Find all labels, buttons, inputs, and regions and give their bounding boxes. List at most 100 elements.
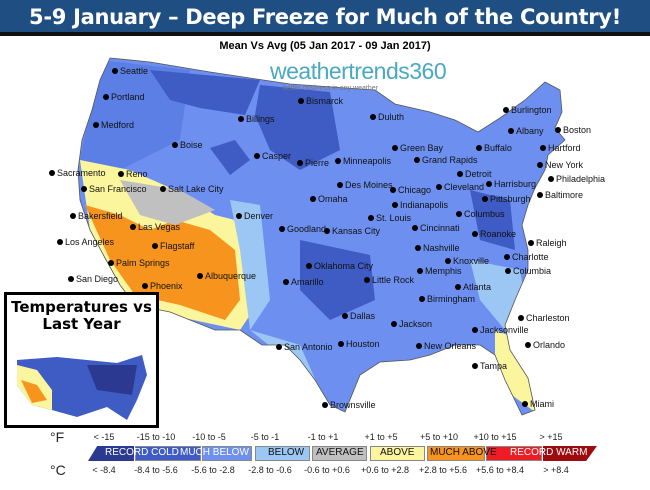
f-range: -5 to -1: [250, 432, 280, 442]
city-label: Detroit: [457, 169, 492, 179]
city-label: San Francisco: [81, 184, 147, 194]
swatch-much-below: [202, 446, 252, 461]
city-label: Jackson: [390, 319, 433, 329]
city-label: Boise: [172, 140, 203, 150]
city-label: Memphis: [417, 266, 462, 276]
city-label: Cleveland: [435, 182, 485, 192]
city-label: Columbia: [504, 266, 552, 276]
c-range: -5.6 to -2.8: [191, 465, 235, 475]
city-label: Phoenix: [142, 281, 183, 291]
city-label: Philadelphia: [547, 174, 606, 184]
city-label: Harrisburg: [485, 179, 537, 189]
city-label: Minneapolis: [334, 156, 392, 166]
label-average: AVERAGE: [316, 447, 364, 458]
city-label: Brownsville: [322, 400, 376, 410]
c-range: +0.6 to +2.8: [360, 465, 410, 475]
f-range: < -15: [93, 432, 115, 442]
fahrenheit-unit: °F: [50, 429, 65, 445]
city-label: Bismarck: [297, 96, 344, 106]
city-label: Des Moines: [337, 180, 393, 190]
city-label: Buffalo: [476, 143, 512, 153]
city-label: Flagstaff: [151, 241, 195, 251]
city-label: Cincinnati: [412, 223, 460, 233]
city-label: Columbus: [456, 209, 505, 219]
swatch-above: [370, 446, 425, 461]
city-label: Chicago: [389, 185, 432, 195]
city-label: Tampa: [471, 361, 508, 371]
city-label: Hartford: [540, 143, 581, 153]
f-range: > +15: [539, 432, 563, 442]
city-label: Pierre: [296, 158, 330, 168]
city-label: St. Louis: [367, 213, 412, 223]
city-label: Nashville: [415, 243, 460, 253]
city-label: Albuquerque: [196, 271, 257, 281]
city-label: Burlington: [503, 105, 552, 115]
city-label: Houston: [338, 339, 380, 349]
city-label: Portland: [103, 92, 145, 102]
city-label: San Antonio: [276, 342, 333, 352]
f-range: -1 to +1: [307, 432, 339, 442]
label-record-cold: RECORD COLD: [105, 447, 179, 458]
city-label: Birmingham: [418, 294, 476, 304]
city-label: Omaha: [310, 194, 348, 204]
city-label: San Diego: [67, 274, 119, 284]
swatch-much-above: [427, 446, 485, 461]
city-label: Sacramento: [49, 168, 106, 178]
city-label: Baltimore: [536, 190, 584, 200]
city-label: Raleigh: [528, 238, 567, 248]
city-label: Bakersfield: [70, 211, 123, 221]
swatch-record-cold: [88, 446, 134, 461]
f-range: +5 to +10: [419, 432, 459, 442]
f-range: -10 to -5: [192, 432, 226, 442]
slide-title: 5-9 January – Deep Freeze for Much of th…: [0, 0, 650, 36]
city-label: Duluth: [369, 112, 405, 122]
swatch-record-warm: [543, 446, 597, 461]
logo-tagline: better business in any weather: [283, 85, 378, 92]
city-label: Salt Lake City: [160, 184, 224, 194]
swatch-average: [312, 446, 367, 461]
label-below: BELOW: [268, 447, 305, 458]
city-label: Charleston: [518, 313, 570, 323]
inset-vs-last-year: Temperatures vs Last Year: [4, 292, 159, 428]
city-label: Pittsburgh: [482, 194, 531, 204]
c-range: -2.8 to -0.6: [248, 465, 292, 475]
swatch-much-below-dark: [135, 446, 201, 461]
c-range: -0.6 to +0.6: [304, 465, 350, 475]
city-label: Los Angeles: [56, 237, 115, 247]
city-label: Boston: [554, 125, 592, 135]
c-range: -8.4 to -5.6: [134, 465, 178, 475]
label-above: ABOVE: [380, 447, 415, 458]
city-label: Oklahoma City: [305, 261, 374, 271]
swatch-below: [255, 446, 310, 461]
label-much-above: MUCH ABOVE: [430, 447, 497, 458]
city-label: Las Vegas: [129, 222, 181, 232]
f-range: +10 to +15: [473, 432, 517, 442]
c-range: < -8.4: [92, 465, 116, 475]
inset-title: Temperatures vs Last Year: [11, 298, 152, 333]
city-label: Medford: [92, 120, 135, 130]
city-label: Kansas City: [323, 226, 381, 236]
celsius-unit: °C: [50, 462, 66, 478]
city-label: Little Rock: [363, 275, 415, 285]
label-record-warm: RECORD WARM: [510, 447, 588, 458]
city-label: Dallas: [341, 311, 376, 321]
weathertrends360-logo: weathertrends360: [270, 58, 447, 84]
city-label: Orlando: [524, 340, 566, 350]
city-label: Green Bay: [391, 143, 444, 153]
c-range: +2.8 to +5.6: [418, 465, 468, 475]
label-much-below: MUCH BELOW: [180, 447, 249, 458]
city-label: Jacksonville: [472, 325, 529, 335]
city-label: Palm Springs: [108, 258, 170, 268]
f-range: +1 to +5: [364, 432, 398, 442]
map-subtitle: Mean Vs Avg (05 Jan 2017 - 09 Jan 2017): [219, 40, 431, 52]
c-range: > +8.4: [543, 465, 569, 475]
c-range: +5.6 to +8.4: [475, 465, 525, 475]
city-label: Goodland: [278, 224, 327, 234]
city-label: Albany: [508, 126, 544, 136]
city-label: Miami: [522, 399, 554, 409]
city-label: Atlanta: [454, 282, 492, 292]
city-label: Denver: [235, 211, 274, 221]
city-label: Seattle: [111, 66, 149, 76]
inset-map: [17, 355, 147, 420]
